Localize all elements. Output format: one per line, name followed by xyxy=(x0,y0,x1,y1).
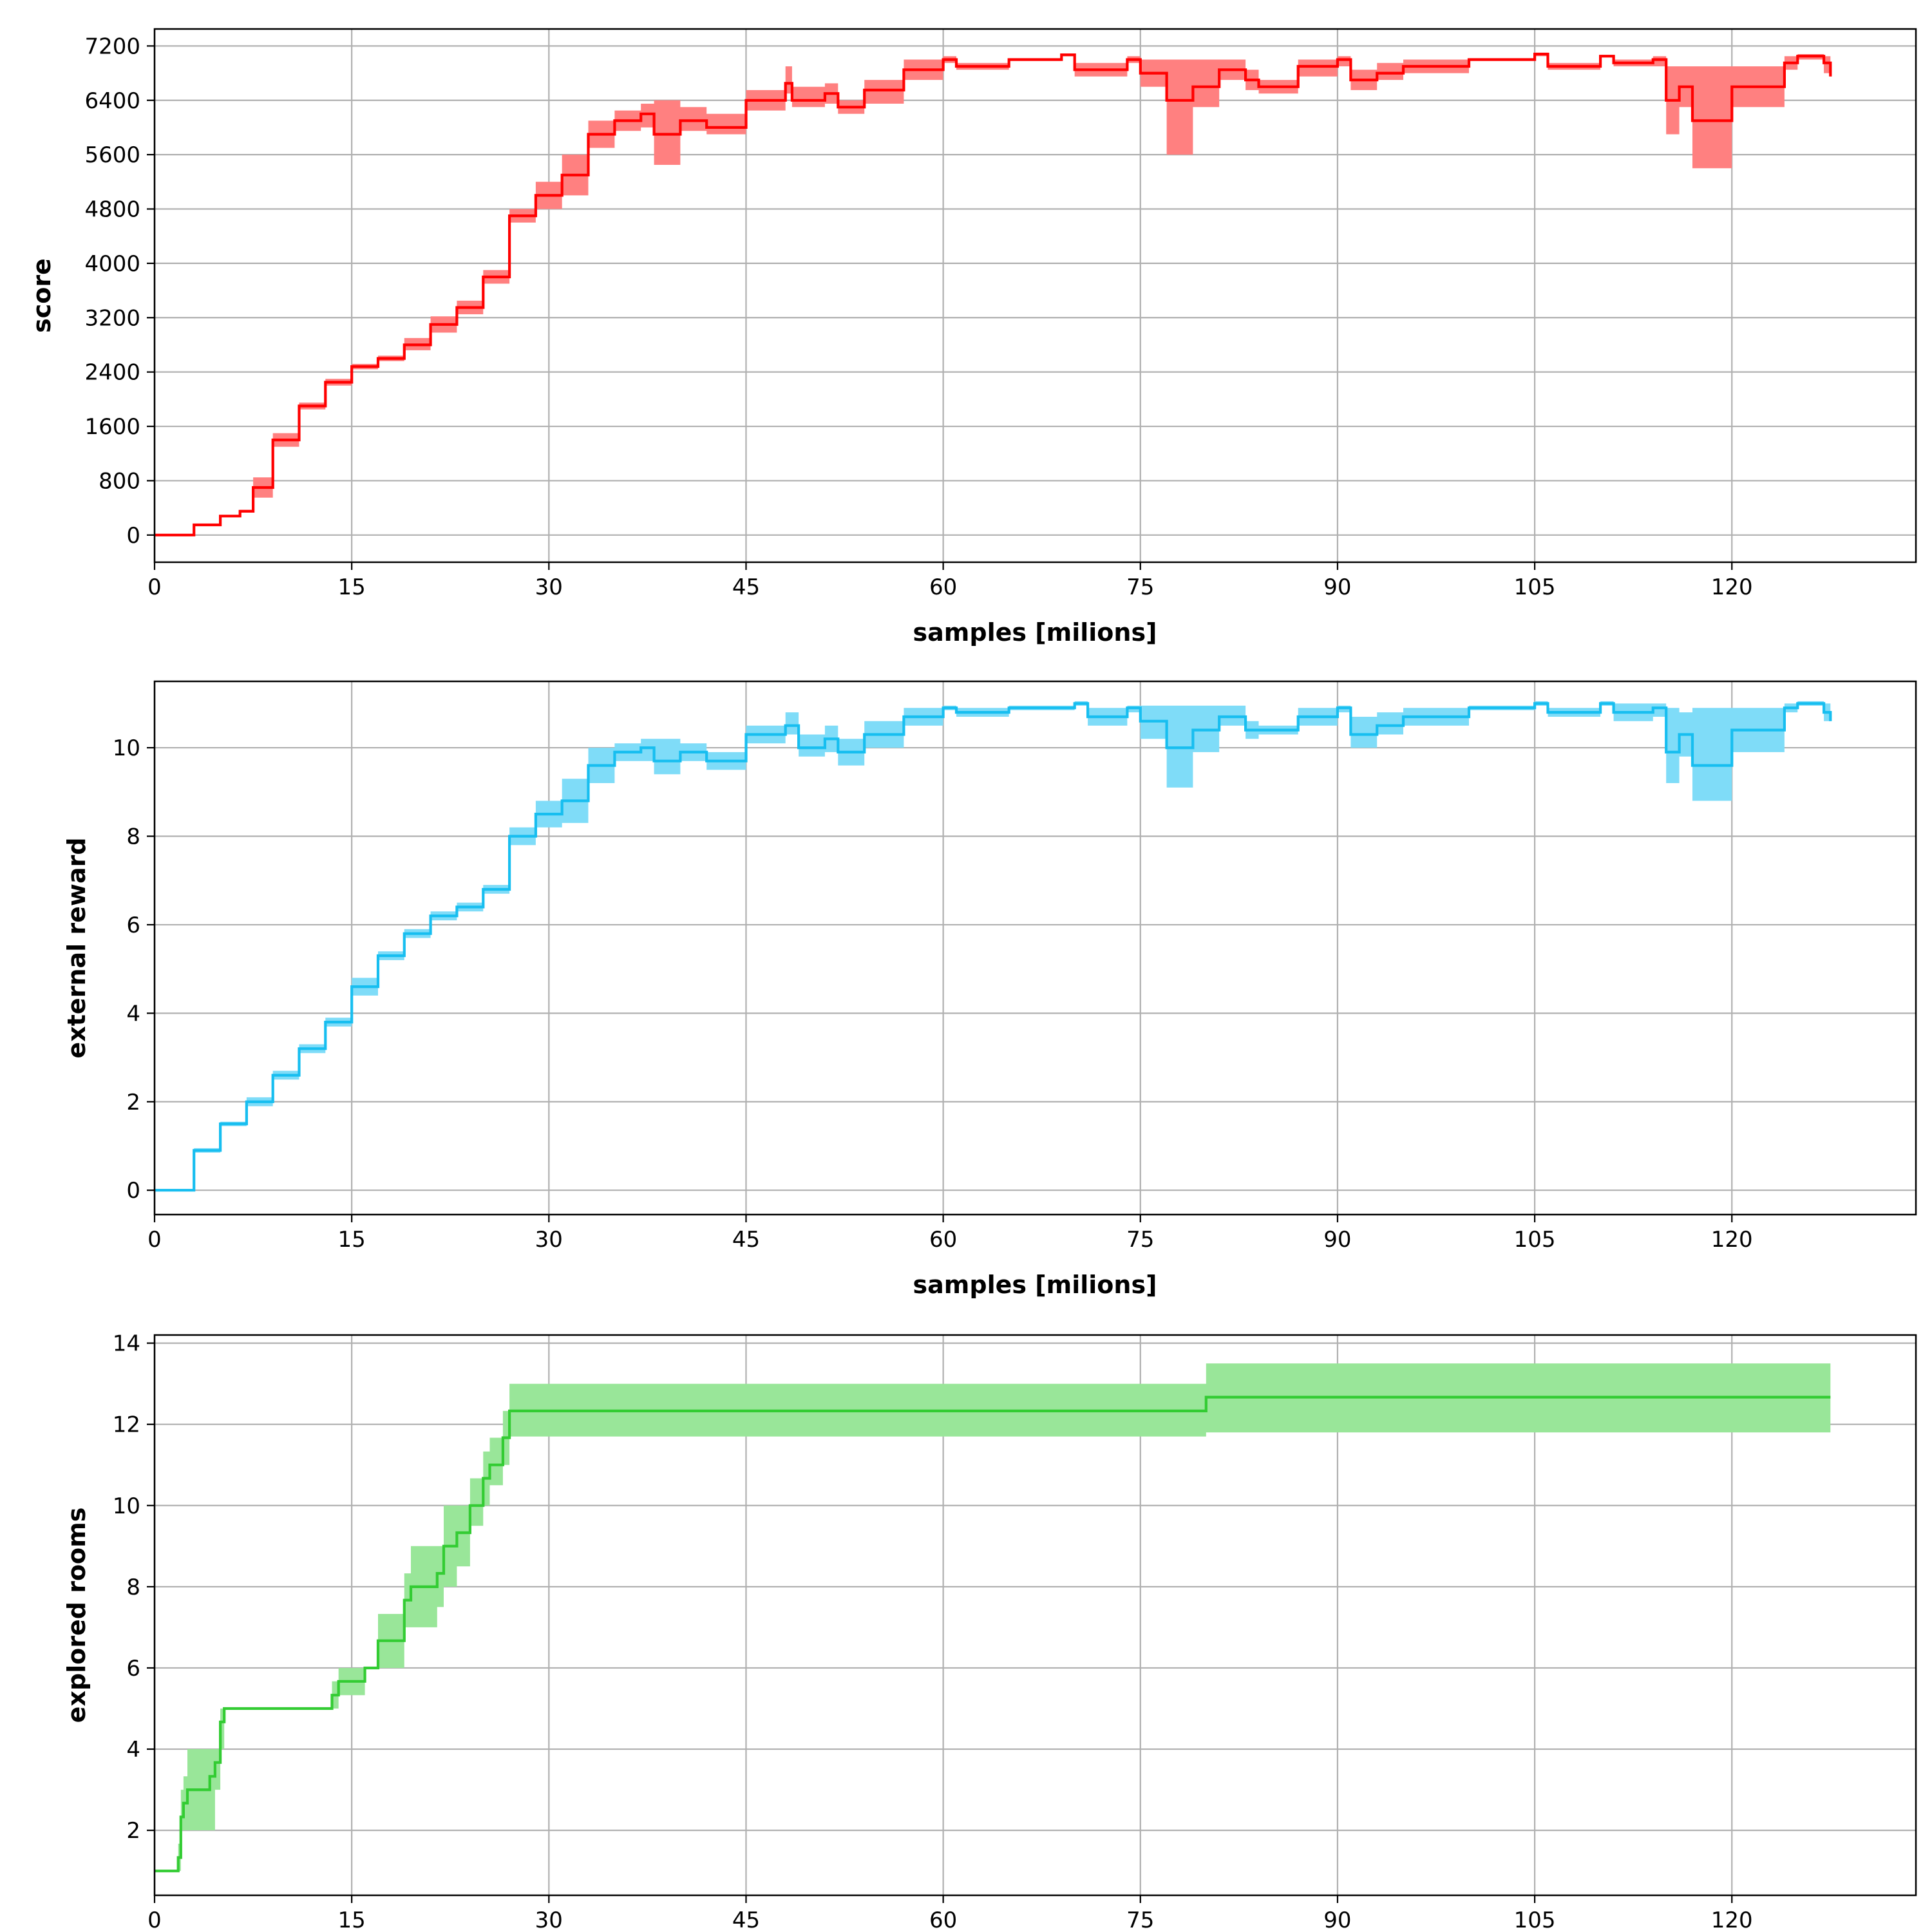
score-y-axis-label: score xyxy=(28,258,56,333)
explored-rooms-y-axis-label: explored rooms xyxy=(62,1508,91,1723)
explored-rooms-x-tick-label: 45 xyxy=(732,1908,760,1932)
score-panel: 0 15 30 45 60 75 90 105 120 0 800 1600 2400 3200 4000… xyxy=(28,28,1917,647)
explored-rooms-x-tick-label: 30 xyxy=(535,1908,563,1932)
external-reward-x-tick-label: 15 xyxy=(338,1227,366,1253)
external-reward-x-axis-label: samples [milions] xyxy=(913,1271,1157,1299)
score-x-tick-label: 60 xyxy=(929,574,957,600)
external-reward-panel: 0 15 30 45 60 75 90 105 120 0 2 4 6 8 10 samples [mil… xyxy=(62,680,1917,1299)
external-reward-y-axis-label: external reward xyxy=(62,837,91,1058)
explored-rooms-x-tick-label: 120 xyxy=(1711,1908,1753,1932)
explored-rooms-y-tick-label: 10 xyxy=(113,1493,140,1519)
explored-rooms-x-tick-label: 75 xyxy=(1126,1908,1154,1932)
explored-rooms-y-tick-label: 12 xyxy=(113,1412,140,1438)
external-reward-x-tick-label: 75 xyxy=(1126,1227,1154,1253)
explored-rooms-x-tick-label: 15 xyxy=(338,1908,366,1932)
score-x-tick-label: 15 xyxy=(338,574,366,600)
explored-rooms-y-tick-label: 8 xyxy=(126,1575,140,1600)
external-reward-x-tick-label: 45 xyxy=(732,1227,760,1253)
score-y-tick-label: 4800 xyxy=(84,197,140,223)
score-x-tick-label: 30 xyxy=(535,574,563,600)
explored-rooms-x-tick-label: 0 xyxy=(147,1908,162,1932)
explored-rooms-x-tick-label: 105 xyxy=(1514,1908,1556,1932)
external-reward-x-tick-label: 60 xyxy=(929,1227,957,1253)
external-reward-x-tick-label: 30 xyxy=(535,1227,563,1253)
score-x-tick-label: 75 xyxy=(1126,574,1154,600)
external-reward-x-tick-label: 90 xyxy=(1323,1227,1351,1253)
explored-rooms-std-band xyxy=(155,1363,1831,1871)
explored-rooms-y-tick-label: 2 xyxy=(126,1818,140,1844)
explored-rooms-x-tick-label: 90 xyxy=(1323,1908,1351,1932)
score-x-tick-label: 105 xyxy=(1514,574,1556,600)
explored-rooms-y-tick-label: 14 xyxy=(113,1331,140,1357)
score-y-tick-label: 7200 xyxy=(84,33,140,59)
score-x-tick-label: 45 xyxy=(732,574,760,600)
explored-rooms-panel: 0 15 30 45 60 75 90 105 120 2 4 6 8 10 12 14 explored … xyxy=(62,1331,1917,1932)
external-reward-x-tick-label: 0 xyxy=(147,1227,162,1253)
external-reward-y-tick-label: 8 xyxy=(126,824,140,849)
score-y-tick-label: 4000 xyxy=(84,251,140,277)
score-x-tick-label: 90 xyxy=(1323,574,1351,600)
explored-rooms-x-tick-label: 60 xyxy=(929,1908,957,1932)
score-y-tick-label: 800 xyxy=(99,468,140,494)
score-y-tick-label: 2400 xyxy=(84,360,140,386)
explored-rooms-y-tick-label: 4 xyxy=(126,1737,140,1763)
external-reward-x-tick-label: 105 xyxy=(1514,1227,1556,1253)
score-mean-line xyxy=(155,52,1832,536)
external-reward-y-tick-label: 10 xyxy=(113,735,140,761)
external-reward-y-tick-label: 2 xyxy=(126,1090,140,1115)
score-x-tick-label: 120 xyxy=(1711,574,1753,600)
external-reward-y-tick-label: 6 xyxy=(126,913,140,938)
external-reward-plot-frame xyxy=(153,680,1917,1216)
external-reward-y-tick-label: 0 xyxy=(126,1178,140,1204)
explored-rooms-plot-frame xyxy=(153,1334,1917,1897)
score-y-tick-label: 6400 xyxy=(84,88,140,114)
score-std-band xyxy=(155,52,1831,535)
explored-rooms-y-tick-label: 6 xyxy=(126,1656,140,1681)
score-x-axis-label: samples [milions] xyxy=(913,618,1157,647)
score-plot-frame xyxy=(153,28,1917,564)
score-y-tick-label: 0 xyxy=(126,523,140,549)
external-reward-x-tick-label: 120 xyxy=(1711,1227,1753,1253)
external-reward-y-tick-label: 4 xyxy=(126,1001,140,1027)
score-y-tick-label: 5600 xyxy=(84,142,140,168)
score-y-tick-label: 3200 xyxy=(84,305,140,331)
external-reward-mean-line xyxy=(155,702,1832,1192)
score-x-tick-label: 0 xyxy=(147,574,162,600)
score-y-tick-label: 1600 xyxy=(84,414,140,440)
explored-rooms-mean-line xyxy=(155,1396,1831,1873)
